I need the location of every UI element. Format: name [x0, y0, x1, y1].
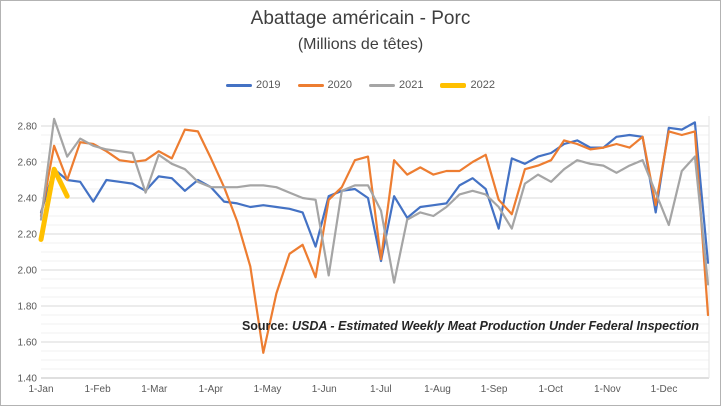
y-axis-tick-label: 1.40 — [18, 374, 38, 385]
x-axis-tick-label: 1-Aug — [424, 384, 451, 395]
source-note-text: USDA - Estimated Weekly Meat Production … — [291, 319, 699, 333]
legend-item-2021: 2021 — [369, 79, 423, 91]
y-axis-tick-label: 1.60 — [18, 338, 38, 349]
legend-item-2019: 2019 — [226, 79, 281, 91]
x-axis-tick-label: 1-Feb — [85, 384, 112, 395]
series-line-2020 — [39, 128, 710, 354]
x-axis-tick-label: 1-Apr — [199, 384, 224, 395]
legend-swatch-2022 — [440, 82, 467, 88]
legend-item-2020: 2020 — [297, 79, 352, 91]
y-axis-tick-label: 2.80 — [18, 122, 38, 133]
source-note-prefix: Source: — [241, 319, 289, 333]
x-axis-tick-label: 1-Jun — [312, 384, 337, 395]
x-axis-tick-label: 1-Dec — [651, 384, 678, 395]
legend: 2019 2020 2021 2022 — [1, 79, 720, 91]
legend-label: 2021 — [399, 79, 424, 91]
legend-label: 2020 — [327, 79, 352, 91]
x-axis-tick-label: 1-Oct — [538, 384, 563, 395]
x-axis-tick-label: 1-May — [254, 384, 282, 395]
legend-label: 2019 — [256, 79, 281, 91]
y-axis-tick-label: 2.40 — [18, 194, 38, 205]
y-axis-tick-label: 2.00 — [18, 266, 38, 277]
legend-swatch-2019 — [226, 83, 253, 87]
source-note: Source: USDA - Estimated Weekly Meat Pro… — [242, 319, 699, 333]
x-axis-tick-label: 1-Jan — [28, 384, 53, 395]
legend-swatch-2021 — [369, 83, 395, 87]
series-line-2022 — [38, 166, 70, 242]
x-axis-tick-label: 1-Jul — [370, 384, 392, 395]
legend-swatch-2020 — [297, 83, 324, 87]
chart-subtitle: (Millions de têtes) — [297, 36, 424, 53]
legend-item-2022: 2022 — [440, 79, 495, 91]
x-axis-tick-label: 1-Mar — [141, 384, 168, 395]
y-axis-tick-label: 1.80 — [18, 302, 38, 313]
y-axis-tick-label: 2.60 — [18, 158, 38, 169]
series-line-2021 — [39, 117, 710, 286]
x-axis-tick-label: 1-Sep — [481, 384, 508, 395]
chart-title: Abattage américain - Porc — [250, 8, 471, 29]
x-axis-tick-label: 1-Nov — [594, 384, 621, 395]
series-line-2019 — [39, 121, 710, 264]
y-axis-tick-label: 2.20 — [18, 230, 38, 241]
legend-label: 2022 — [470, 79, 495, 91]
